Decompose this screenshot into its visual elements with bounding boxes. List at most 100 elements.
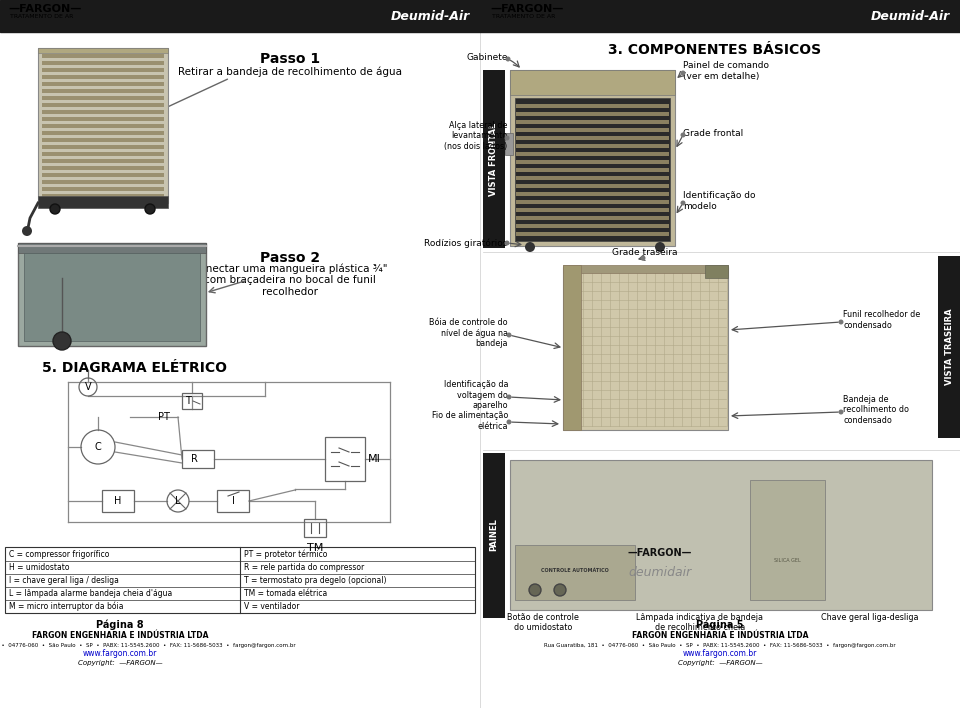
Text: Rodízios giratórios: Rodízios giratórios	[423, 239, 507, 248]
Bar	[42, 82, 164, 86]
Bar	[42, 68, 164, 72]
Text: Identificação da
voltagem do
aparelho: Identificação da voltagem do aparelho	[444, 380, 508, 410]
Text: TM = tomada elétrica: TM = tomada elétrica	[244, 588, 327, 598]
Text: C: C	[95, 442, 102, 452]
Text: PT: PT	[158, 412, 170, 422]
Bar	[483, 70, 505, 248]
Bar	[42, 138, 164, 142]
Bar	[42, 187, 164, 191]
Text: I: I	[231, 496, 234, 506]
Bar	[483, 453, 505, 618]
Text: FARGON ENGENHARIA E INDÚSTRIA LTDA: FARGON ENGENHARIA E INDÚSTRIA LTDA	[632, 631, 808, 639]
Bar	[516, 168, 669, 172]
Bar	[304, 519, 326, 537]
Bar	[42, 159, 164, 163]
Text: Funil recolhedor de
condensado: Funil recolhedor de condensado	[843, 310, 921, 330]
Bar	[42, 173, 164, 177]
Bar	[516, 192, 669, 196]
Text: H = umidostato: H = umidostato	[9, 563, 69, 571]
Bar	[42, 75, 164, 79]
Text: —FARGON—: —FARGON—	[490, 4, 564, 14]
Bar	[516, 232, 669, 236]
Bar	[42, 194, 164, 198]
Bar	[42, 117, 164, 121]
Bar	[42, 131, 164, 135]
Bar	[18, 243, 206, 253]
Text: Bandeja de
recolhimento do
condensado: Bandeja de recolhimento do condensado	[843, 395, 909, 425]
Circle shape	[655, 242, 665, 252]
Bar	[516, 224, 669, 228]
Text: H: H	[114, 496, 122, 506]
Text: Grade frontal: Grade frontal	[683, 128, 743, 137]
Text: www.fargon.com.br: www.fargon.com.br	[83, 649, 157, 658]
Circle shape	[681, 200, 685, 205]
Bar	[42, 152, 164, 156]
Text: Deumid-Air: Deumid-Air	[391, 9, 470, 23]
Text: SILICA GEL: SILICA GEL	[774, 557, 801, 562]
Text: L: L	[176, 496, 180, 506]
Bar	[516, 144, 669, 148]
Text: Copyright:  —FARGON—: Copyright: —FARGON—	[678, 660, 762, 666]
Bar	[42, 124, 164, 128]
Bar	[42, 61, 164, 65]
Text: TRATAMENTO DE AR: TRATAMENTO DE AR	[492, 14, 556, 20]
Circle shape	[50, 204, 60, 214]
Bar	[480, 0, 960, 32]
Bar	[42, 54, 164, 58]
Circle shape	[506, 57, 511, 62]
Bar	[516, 208, 669, 212]
Text: Alça lateral de
levantamento
(nos dois lados): Alça lateral de levantamento (nos dois l…	[444, 121, 507, 151]
Bar	[563, 265, 581, 430]
Text: Conectar uma mangueira plástica ¾"
com braçadeira no bocal de funil
recolhedor: Conectar uma mangueira plástica ¾" com b…	[192, 263, 388, 297]
Bar	[42, 180, 164, 184]
Circle shape	[505, 241, 510, 246]
Text: Identificação do
modelo: Identificação do modelo	[683, 191, 756, 211]
Bar	[102, 490, 134, 512]
Circle shape	[53, 332, 71, 350]
Text: Grade traseira: Grade traseira	[612, 248, 678, 257]
Circle shape	[529, 584, 541, 596]
Bar	[42, 166, 164, 170]
Text: PT = protetor térmico: PT = protetor térmico	[244, 549, 327, 559]
Bar	[182, 450, 214, 468]
Text: V: V	[84, 382, 91, 392]
Bar	[42, 89, 164, 93]
Bar	[516, 136, 669, 140]
Circle shape	[507, 420, 512, 425]
Text: www.fargon.com.br: www.fargon.com.br	[683, 649, 757, 658]
Text: Copyright:  —FARGON—: Copyright: —FARGON—	[78, 660, 162, 666]
Bar	[510, 70, 675, 246]
Bar	[38, 48, 168, 53]
Bar	[563, 265, 728, 273]
Bar	[516, 184, 669, 188]
Text: L = lâmpada alarme bandeja cheia d'água: L = lâmpada alarme bandeja cheia d'água	[9, 588, 172, 598]
Text: TM: TM	[307, 543, 324, 553]
Bar	[42, 96, 164, 100]
Circle shape	[22, 226, 32, 236]
Circle shape	[554, 584, 566, 596]
Text: T = termostato pra degelo (opcional): T = termostato pra degelo (opcional)	[244, 576, 387, 585]
Bar	[38, 48, 168, 203]
Circle shape	[681, 71, 685, 76]
Text: Painel de comando
(ver em detalhe): Painel de comando (ver em detalhe)	[683, 62, 769, 81]
Text: Passo 1: Passo 1	[260, 52, 320, 66]
Bar	[42, 103, 164, 107]
Circle shape	[507, 394, 512, 399]
Bar	[325, 437, 365, 481]
Circle shape	[681, 132, 685, 137]
Bar	[42, 110, 164, 114]
Bar	[505, 133, 513, 155]
Bar	[182, 393, 202, 409]
Text: TRATAMENTO DE AR: TRATAMENTO DE AR	[10, 14, 73, 20]
Text: Retirar a bandeja de recolhimento de água: Retirar a bandeja de recolhimento de águ…	[178, 67, 402, 77]
Circle shape	[838, 319, 844, 324]
Text: VISTA FRONTAL: VISTA FRONTAL	[490, 122, 498, 195]
Bar	[515, 545, 635, 600]
Bar	[938, 256, 960, 438]
Text: FARGON ENGENHARIA E INDÚSTRIA LTDA: FARGON ENGENHARIA E INDÚSTRIA LTDA	[32, 631, 208, 639]
Text: 5. DIAGRAMA ELÉTRICO: 5. DIAGRAMA ELÉTRICO	[42, 361, 228, 375]
Text: Fio de alimentação
elétrica: Fio de alimentação elétrica	[432, 411, 508, 430]
Text: Gabinete: Gabinete	[467, 52, 508, 62]
Text: Rua Guaratiba, 181  •  04776-060  •  São Paulo  •  SP  •  PABX: 11-5545.2600  • : Rua Guaratiba, 181 • 04776-060 • São Pau…	[544, 642, 896, 648]
Text: Página 5: Página 5	[696, 620, 744, 630]
